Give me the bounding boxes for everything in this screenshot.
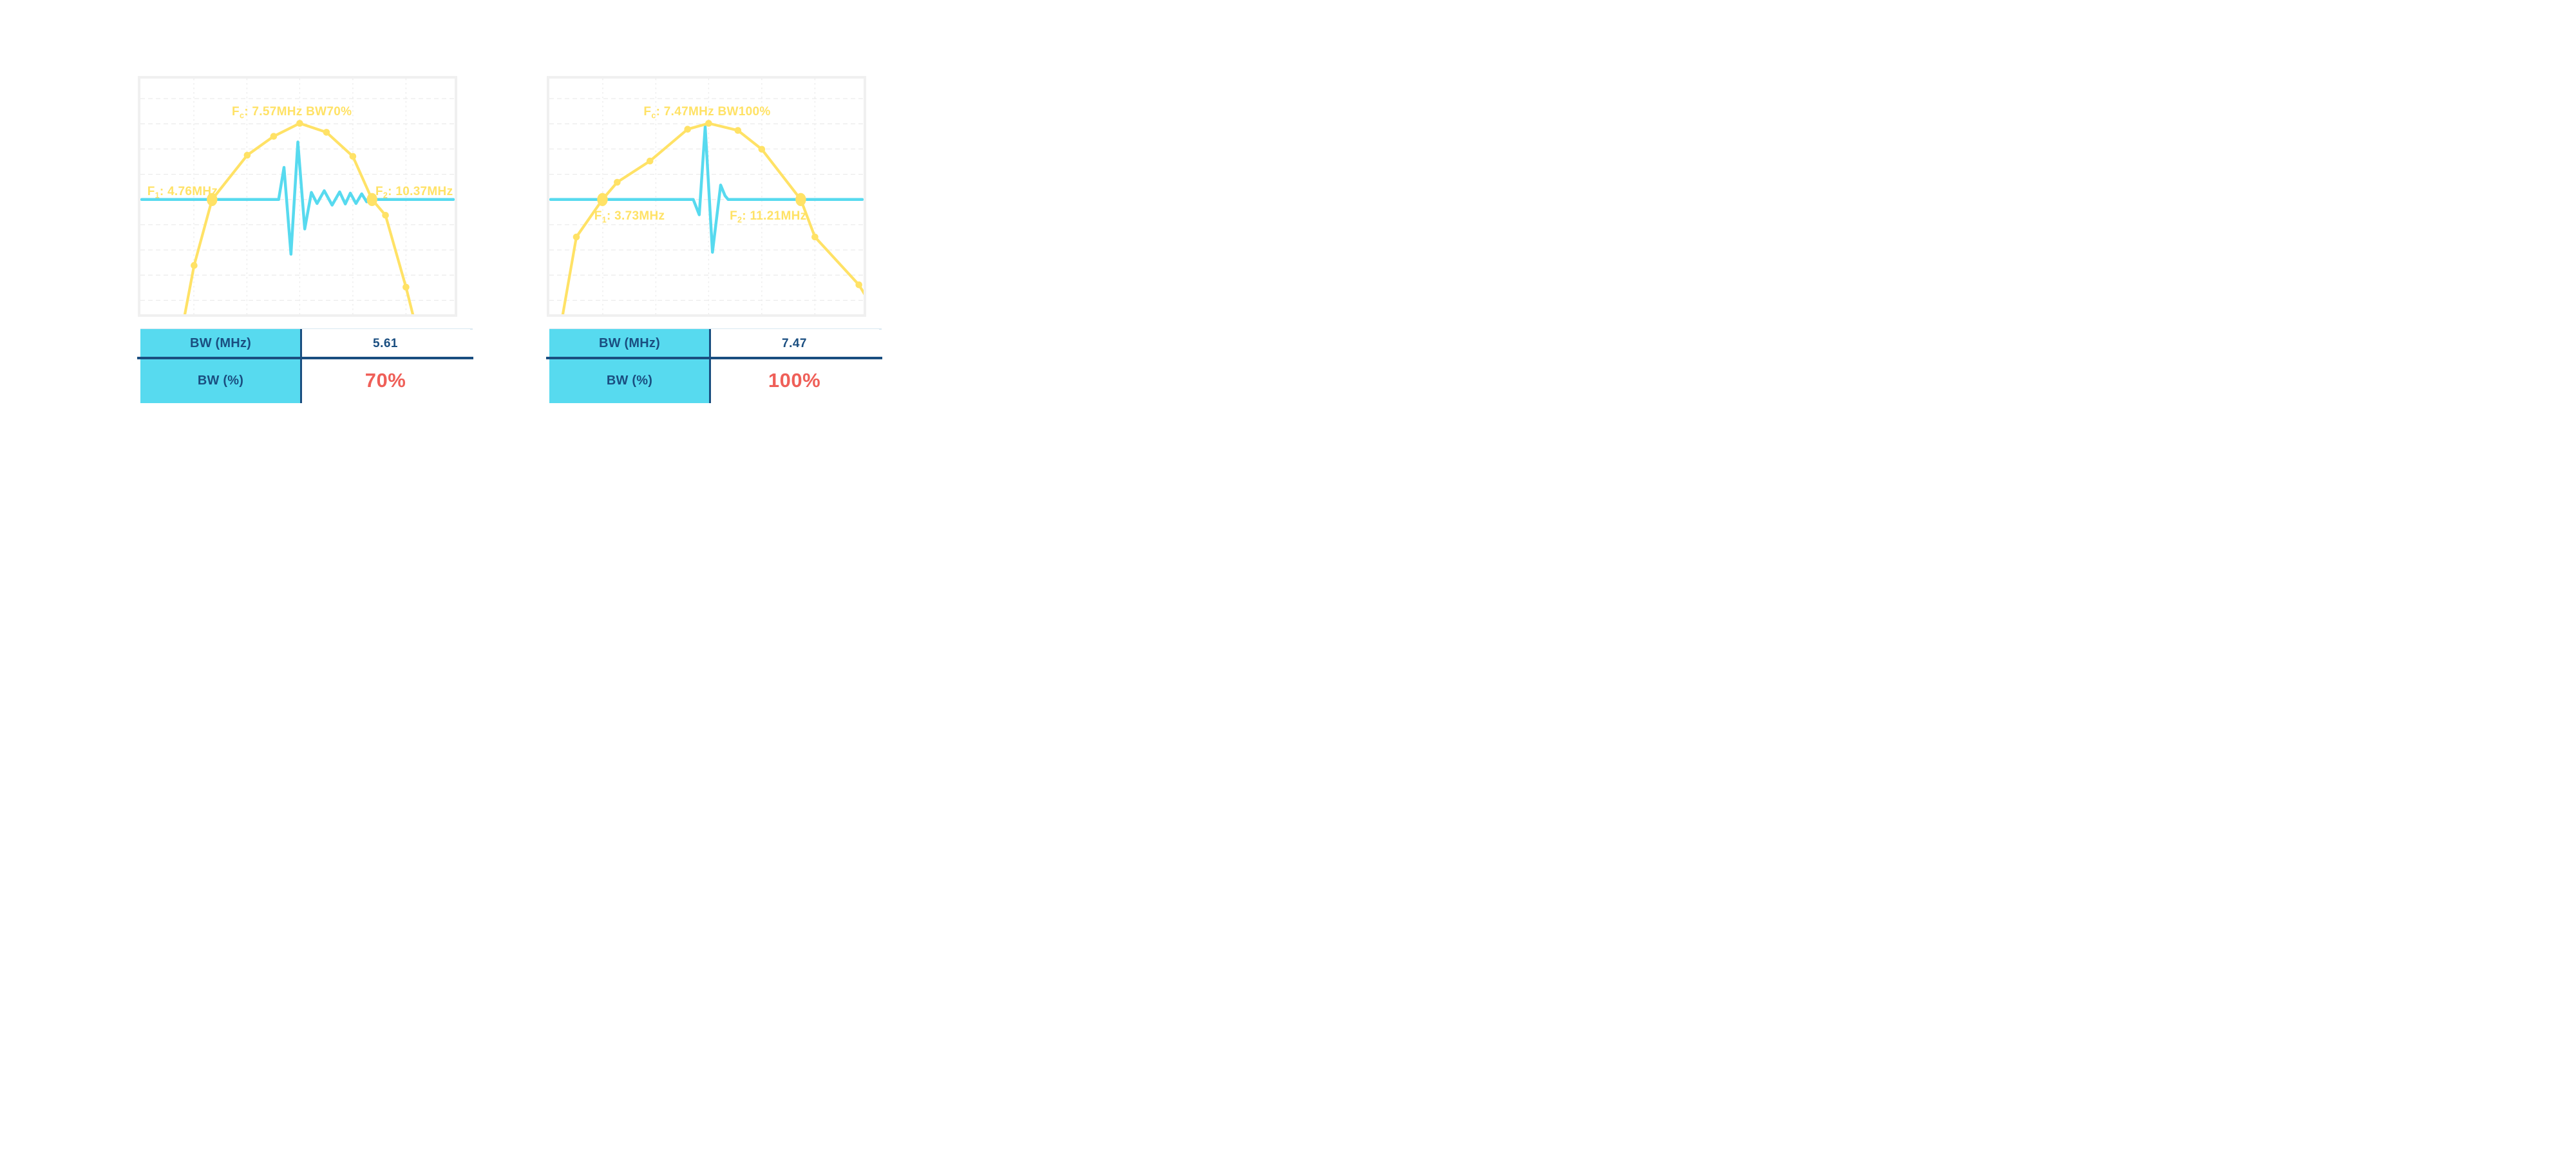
data-point-marker [855, 281, 862, 288]
data-point-marker [191, 261, 198, 269]
dual-bandwidth-figure: Fc: 7.57MHz BW70% F1: 4.76MHz F2: 10.37MHz… [0, 0, 1010, 452]
bw-table-narrowband: BW (MHz) 5.61 BW (%) 70% [137, 328, 473, 403]
crossing-point-marker [207, 193, 218, 206]
data-point-marker [811, 233, 819, 241]
table-row: BW (%) 100% [549, 358, 879, 403]
annotation-label: F2: 10.37MHz [375, 185, 453, 200]
bw-percent-label-cell: BW (%) [549, 358, 710, 403]
data-point-marker [758, 146, 766, 153]
data-point-marker [573, 233, 580, 241]
pulse-waveform-curve [549, 125, 864, 254]
data-point-marker [734, 127, 742, 134]
chart-broadband: Fc: 7.47MHz BW100% F1: 3.73MHz F2: 11.21MH… [547, 76, 866, 317]
bw-table-broadband: BW (MHz) 7.47 BW (%) 100% [546, 328, 882, 403]
data-point-marker [382, 212, 389, 219]
table-row: BW (MHz) 7.47 [549, 329, 879, 358]
table-row: BW (%) 70% [140, 358, 470, 403]
data-point-marker [349, 153, 357, 160]
data-point-marker [243, 151, 251, 159]
annotation-label: Fc: 7.47MHz BW100% [643, 105, 770, 120]
bw-mhz-label-cell: BW (MHz) [140, 329, 301, 358]
chart-narrowband: Fc: 7.57MHz BW70% F1: 4.76MHz F2: 10.37MHz [138, 76, 457, 317]
annotation-label: F1: 3.73MHz [594, 209, 665, 225]
bw-percent-value-cell: 100% [710, 358, 879, 403]
data-point-marker [296, 120, 303, 127]
spectrum-curve [183, 122, 415, 314]
table-column-divider [709, 329, 711, 403]
crossing-point-marker [597, 193, 608, 206]
table-row: BW (MHz) 5.61 [140, 329, 470, 358]
annotation-label: F1: 4.76MHz [147, 185, 218, 200]
data-point-marker [323, 129, 330, 136]
table-row-divider [546, 357, 882, 359]
bw-mhz-value-cell: 7.47 [710, 329, 879, 358]
bw-mhz-label-cell: BW (MHz) [549, 329, 710, 358]
crossing-point-marker [366, 193, 377, 206]
data-point-marker [270, 133, 278, 140]
data-point-marker [614, 178, 621, 186]
pulse-waveform-curve [140, 140, 455, 256]
annotation-label: Fc: 7.57MHz BW70% [232, 105, 352, 120]
data-point-marker [402, 283, 410, 291]
chart-narrowband-svg: Fc: 7.57MHz BW70% F1: 4.76MHz F2: 10.37MHz [140, 79, 455, 314]
chart-broadband-svg: Fc: 7.47MHz BW100% F1: 3.73MHz F2: 11.21MH… [549, 79, 864, 314]
table-column-divider [300, 329, 302, 403]
annotation-label: F2: 11.21MHz [730, 209, 806, 225]
data-point-marker [705, 120, 712, 127]
data-point-marker [646, 157, 654, 165]
crossing-point-marker [795, 193, 806, 206]
bw-percent-label-cell: BW (%) [140, 358, 301, 403]
table-row-divider [137, 357, 473, 359]
bw-percent-value-cell: 70% [301, 358, 470, 403]
data-point-marker [684, 126, 691, 133]
bw-mhz-value-cell: 5.61 [301, 329, 470, 358]
